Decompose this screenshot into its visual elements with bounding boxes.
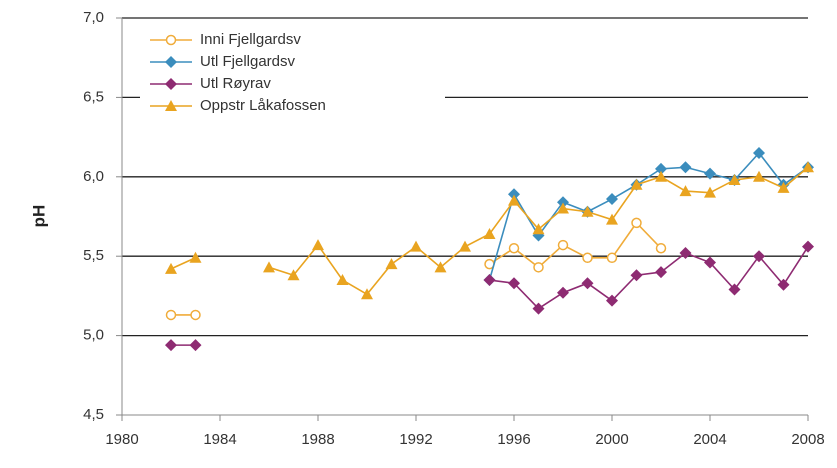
marker [802,161,814,173]
legend: Inni Fjellgardsv Utl Fjellgardsv Utl Røyra… [140,26,445,134]
marker [728,283,741,296]
marker [508,243,520,254]
marker [679,161,692,174]
marker [532,302,545,315]
marker [581,277,594,290]
y-tick-label: 6,5 [83,88,104,105]
marker [361,288,373,300]
y-tick-label: 6,0 [83,168,104,185]
marker [606,252,618,264]
marker [630,269,643,282]
marker [434,261,447,273]
marker [802,240,814,253]
marker [336,274,349,286]
y-tick-label: 5,5 [83,247,104,264]
marker [410,240,422,252]
marker [189,339,202,352]
marker [704,256,716,269]
marker [165,78,177,90]
marker [582,252,593,264]
marker [508,277,520,290]
marker [508,188,520,201]
y-tick-label: 5,0 [83,327,104,344]
x-tick-label: 2008 [791,431,824,448]
marker [263,261,275,273]
series-line [171,221,662,316]
y-tick-label: 7,0 [83,9,104,26]
marker [459,240,471,252]
marker [533,262,544,273]
legend-label: Oppstr Låkafossen [200,97,326,114]
marker [630,178,643,190]
marker [606,213,618,225]
marker [557,286,569,299]
marker [312,239,324,251]
marker [704,186,716,198]
marker [655,266,667,279]
marker [655,170,667,182]
legend-label: Inni Fjellgardsv [200,31,301,48]
marker [655,162,667,175]
legend-box [140,26,445,134]
marker [165,34,177,46]
marker [753,250,765,263]
marker [777,181,790,193]
marker [777,278,790,291]
marker [165,56,177,68]
x-tick-label: 1980 [105,431,138,448]
marker [728,173,741,185]
x-tick-label: 1984 [203,431,236,448]
marker [190,309,201,321]
x-tick-label: 1996 [497,431,530,448]
marker [753,170,765,182]
x-tick-label: 2004 [693,431,726,448]
marker [679,247,692,260]
marker [165,100,177,111]
marker [165,262,177,274]
marker [557,196,569,209]
x-tick-label: 1988 [301,431,334,448]
marker [631,217,642,229]
marker [483,227,496,239]
y-tick-label: 4,5 [83,406,104,423]
marker [606,193,618,206]
marker [483,274,496,287]
marker [189,251,202,263]
marker [704,167,716,180]
marker [581,205,594,217]
y-axis-label: pH [29,205,48,228]
x-tick-label: 1992 [399,431,432,448]
marker [165,309,177,321]
marker [165,339,177,352]
legend-label: Utl Røyrav [200,75,271,92]
marker [385,258,398,270]
marker [557,239,569,251]
marker [557,202,569,214]
marker [532,223,545,235]
marker [287,269,300,281]
marker [679,185,692,197]
legend-label: Utl Fjellgardsv [200,53,296,70]
x-tick-label: 2000 [595,431,628,448]
marker [508,194,520,206]
marker [655,243,667,254]
marker [753,146,765,159]
marker [606,294,618,307]
series-line [488,151,809,281]
